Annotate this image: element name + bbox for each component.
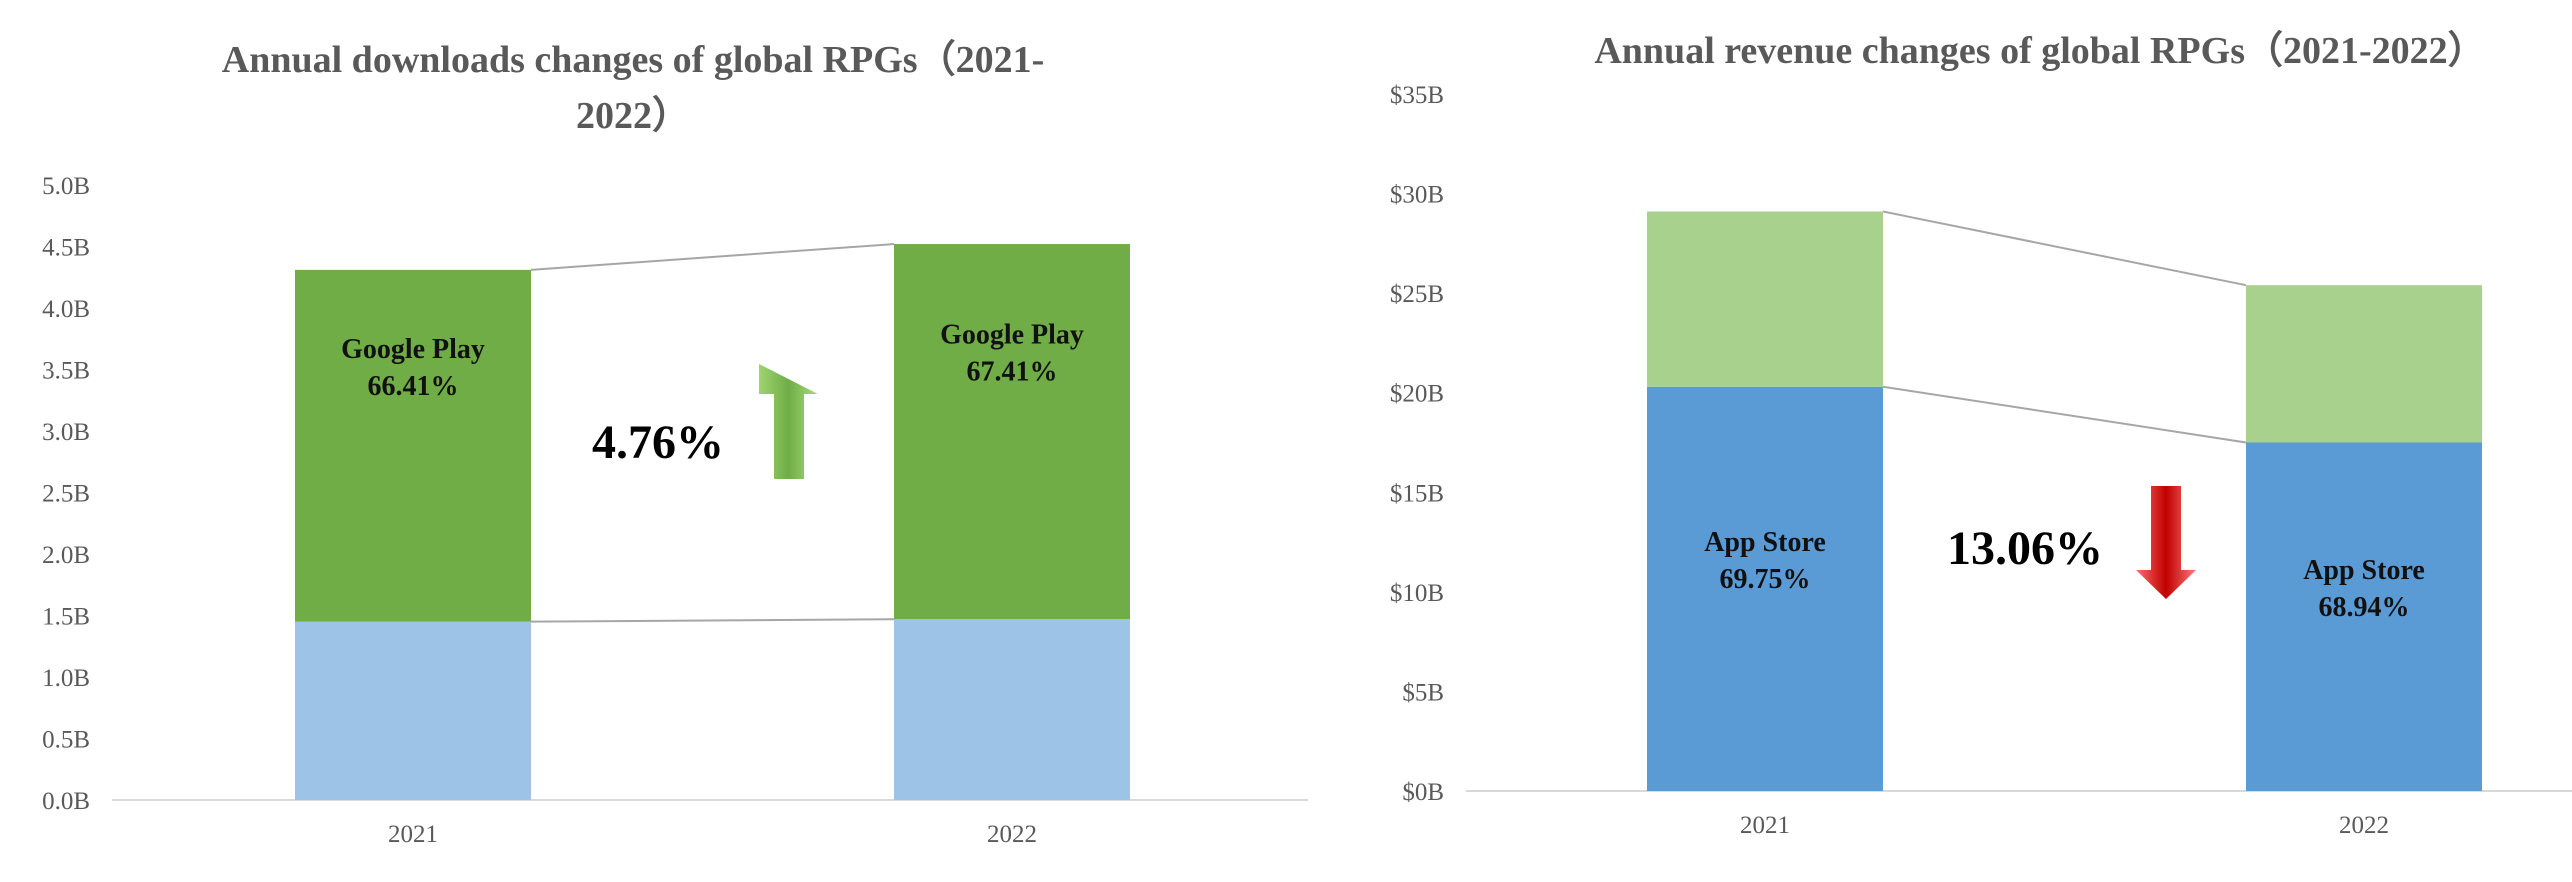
downloads-y-tick-label: 3.0B	[42, 419, 90, 446]
downloads-y-tick-label: 0.5B	[42, 727, 90, 754]
revenue-chart: Annual revenue changes of global RPGs（20…	[1390, 30, 2572, 839]
revenue-x-tick-label: 2021	[1740, 812, 1790, 839]
revenue-y-tick-label: $10B	[1390, 580, 1444, 607]
revenue-x-axis: 2021 2022	[1740, 812, 2389, 839]
revenue-connector-line	[1882, 385, 2247, 444]
revenue-connector-line	[1882, 210, 2247, 287]
revenue-bar-label-name: App Store	[2303, 555, 2425, 586]
downloads-bar-2021-segment-1	[295, 269, 531, 622]
revenue-bar-label-share: 68.94%	[2319, 592, 2410, 623]
downloads-connector-line	[530, 243, 895, 271]
downloads-chart-title-line-2: 2022）	[576, 95, 690, 137]
revenue-bar-2022-segment-0	[2246, 442, 2482, 791]
downloads-y-tick-label: 0.0B	[42, 788, 90, 815]
downloads-y-tick-label: 2.5B	[42, 481, 90, 508]
revenue-y-tick-label: $25B	[1390, 281, 1444, 308]
revenue-bars: App Store 69.75% App Store 68.94%	[1647, 211, 2482, 791]
downloads-y-tick-label: 4.5B	[42, 235, 90, 262]
up-arrow-icon	[759, 364, 818, 479]
downloads-y-tick-label: 1.5B	[42, 604, 90, 631]
revenue-y-tick-label: $0B	[1402, 779, 1444, 806]
revenue-bar-label-share: 69.75%	[1720, 564, 1811, 595]
revenue-y-tick-label: $20B	[1390, 381, 1444, 408]
downloads-y-tick-label: 3.5B	[42, 358, 90, 385]
revenue-y-axis: $0B $5B $10B $15B $20B $25B $30B $35B	[1390, 82, 1444, 806]
downloads-y-axis: 0.0B 0.5B 1.0B 1.5B 2.0B 2.5B 3.0B 3.5B 4.0B 4.5B…	[42, 173, 90, 815]
revenue-y-tick-label: $15B	[1390, 480, 1444, 507]
downloads-bar-label-name: Google Play	[940, 320, 1084, 351]
revenue-y-tick-label: $30B	[1390, 182, 1444, 209]
downloads-bar-label-name: Google Play	[341, 334, 485, 365]
revenue-bar-2021-segment-1	[1647, 211, 1883, 387]
revenue-bar-2022-segment-1	[2246, 285, 2482, 443]
downloads-bar-2022-segment-1	[894, 244, 1130, 620]
downloads-connectors	[530, 243, 895, 623]
downloads-bar-label-share: 67.41%	[967, 357, 1058, 388]
revenue-x-tick-label: 2022	[2339, 812, 2389, 839]
downloads-chart: Annual downloads changes of global RPGs（…	[42, 39, 1308, 848]
revenue-bar-2021-segment-0	[1647, 386, 1883, 791]
revenue-chart-title: Annual revenue changes of global RPGs（20…	[1594, 30, 2485, 72]
downloads-change-label: 4.76%	[592, 416, 724, 469]
downloads-y-tick-label: 2.0B	[42, 542, 90, 569]
revenue-change-label: 13.06%	[1947, 522, 2103, 575]
down-arrow-icon	[2136, 486, 2196, 599]
revenue-y-tick-label: $35B	[1390, 82, 1444, 109]
downloads-x-tick-label: 2021	[388, 821, 438, 848]
downloads-bars: Google Play 66.41% Google Play 67.41%	[295, 244, 1130, 800]
downloads-bar-2022-segment-0	[894, 619, 1130, 800]
downloads-connector-line	[530, 618, 895, 623]
downloads-bar-label-share: 66.41%	[368, 371, 459, 402]
downloads-y-tick-label: 4.0B	[42, 296, 90, 323]
downloads-x-tick-label: 2022	[987, 821, 1037, 848]
downloads-chart-title-line-1: Annual downloads changes of global RPGs（…	[222, 39, 1044, 81]
revenue-connectors	[1882, 210, 2247, 444]
revenue-bar-label-name: App Store	[1704, 527, 1826, 558]
downloads-y-tick-label: 5.0B	[42, 173, 90, 200]
downloads-bar-2021-segment-0	[295, 621, 531, 800]
downloads-y-tick-label: 1.0B	[42, 665, 90, 692]
revenue-y-tick-label: $5B	[1402, 679, 1444, 706]
downloads-x-axis: 2021 2022	[388, 821, 1037, 848]
